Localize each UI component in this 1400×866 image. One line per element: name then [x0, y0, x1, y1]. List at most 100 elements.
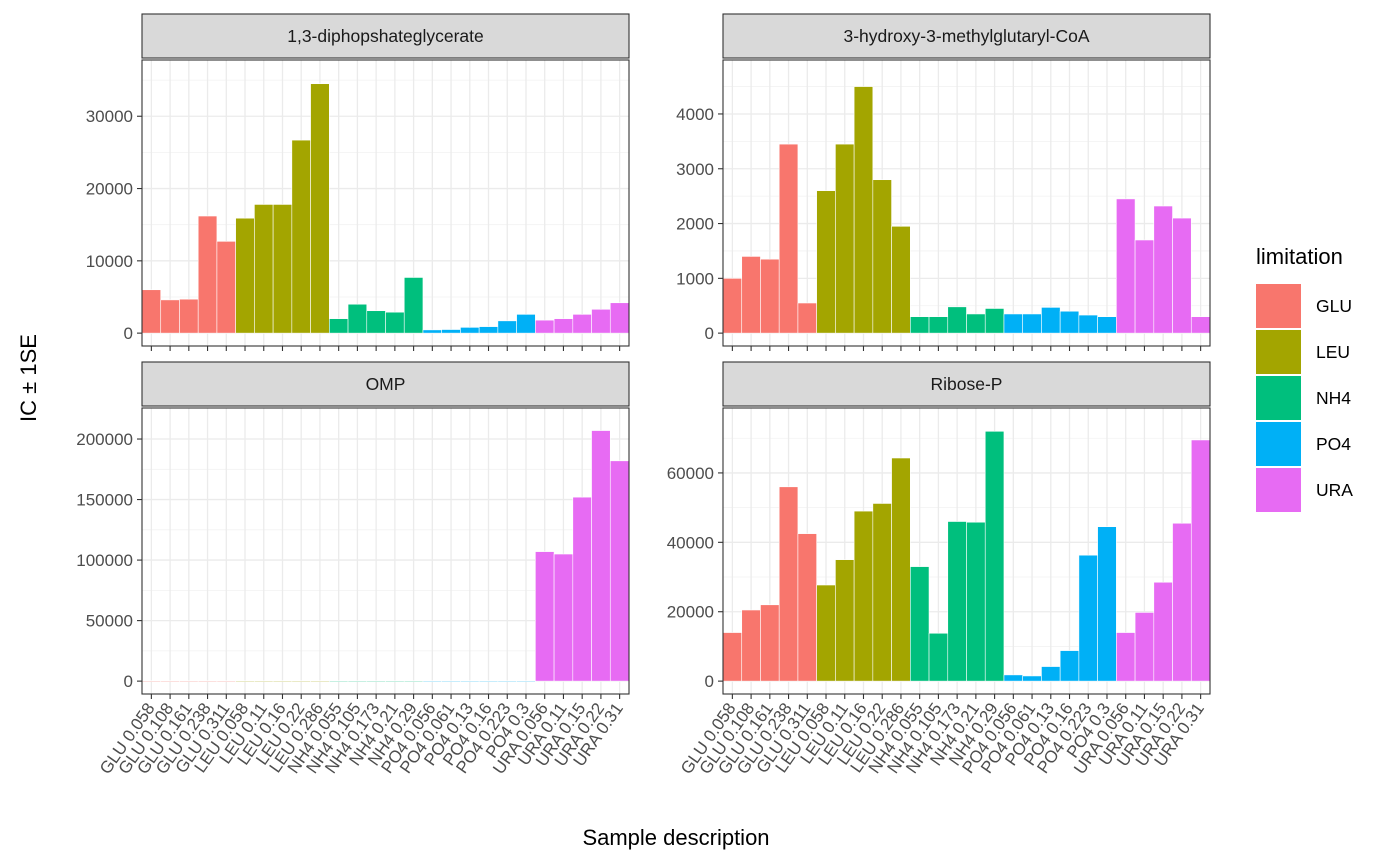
y-tick-label: 4000 [676, 105, 714, 124]
bar [497, 320, 517, 334]
bar [1059, 650, 1080, 682]
bar [1078, 314, 1098, 334]
y-tick-label: 150000 [76, 491, 133, 510]
bar [1116, 632, 1136, 682]
legend-label: PO4 [1316, 434, 1351, 454]
bar [254, 204, 274, 334]
bar [1003, 674, 1023, 682]
bar [497, 680, 517, 682]
bar [1134, 239, 1155, 334]
bar [310, 680, 330, 682]
bar [1116, 198, 1136, 334]
bar [516, 314, 536, 334]
bar [235, 680, 255, 682]
bar [891, 457, 911, 682]
y-tick-label: 0 [705, 672, 714, 691]
bar [179, 680, 199, 682]
bar [385, 311, 405, 334]
x-axis-title: Sample description [582, 825, 769, 850]
bar [872, 503, 892, 682]
bar [928, 632, 949, 682]
bar [872, 179, 892, 334]
panel-border [722, 407, 1211, 695]
bar [741, 609, 761, 682]
bar [441, 329, 461, 334]
bar [553, 553, 574, 682]
bar [816, 584, 836, 682]
bar [160, 299, 180, 334]
facet-strip [141, 13, 630, 59]
legend-key-glu [1256, 284, 1301, 328]
panel-border [141, 407, 630, 695]
facet-strip-title: Ribose-P [931, 374, 1003, 394]
legend-key-leu [1256, 330, 1301, 374]
bar [291, 139, 311, 334]
facet-strip-title: OMP [366, 374, 406, 394]
facet-strip-title: 1,3-diphopshateglycerate [287, 26, 484, 46]
y-tick-label: 0 [124, 324, 133, 343]
bar [966, 313, 986, 334]
facet-strip [722, 361, 1211, 407]
y-tick-label: 100000 [76, 551, 133, 570]
bar [910, 566, 930, 682]
y-tick-label: 10000 [86, 252, 133, 271]
y-tick-label: 50000 [86, 612, 133, 631]
bar [835, 143, 855, 334]
bar [535, 319, 555, 334]
bar [235, 217, 255, 334]
bar [329, 680, 349, 682]
bar [403, 680, 424, 682]
bar [441, 680, 461, 682]
bar [403, 277, 424, 334]
bar [891, 225, 911, 334]
bar [216, 680, 236, 682]
bar [1078, 554, 1098, 682]
y-tick-label: 0 [124, 672, 133, 691]
bar [928, 316, 949, 334]
legend: limitation GLU LEU NH4 PO4 URA [1256, 244, 1353, 512]
bar [835, 559, 855, 682]
facet-strip-title: 3-hydroxy-3-methylglutaryl-CoA [843, 26, 1089, 46]
bar [422, 329, 442, 334]
bar [516, 680, 536, 682]
bar [591, 308, 611, 334]
y-tick-label: 1000 [676, 269, 714, 288]
bar [797, 302, 817, 334]
bar [460, 327, 480, 334]
bar [385, 680, 405, 682]
bar [947, 306, 967, 334]
legend-label: GLU [1316, 296, 1352, 316]
legend-label: NH4 [1316, 388, 1351, 408]
bar [1041, 666, 1061, 682]
bar [591, 430, 611, 682]
y-tick-label: 3000 [676, 160, 714, 179]
panel-border [722, 59, 1211, 347]
bar [853, 86, 874, 334]
bar [1097, 526, 1117, 682]
bar [460, 680, 480, 682]
bar [1190, 316, 1211, 334]
y-tick-label: 200000 [76, 430, 133, 449]
facet-panel: 3-hydroxy-3-methylglutaryl-CoA 0 1000 2000 3… [676, 13, 1211, 351]
bar [609, 460, 630, 682]
bar [478, 680, 499, 682]
bar [966, 521, 986, 682]
bar [347, 680, 368, 682]
legend-key-ura [1256, 468, 1301, 512]
facet-strip [722, 13, 1211, 59]
bar [254, 680, 274, 682]
bar [1041, 307, 1061, 334]
bar [553, 318, 574, 334]
panel-border [141, 59, 630, 347]
bar [1003, 313, 1023, 334]
bar [347, 303, 368, 334]
bar [1153, 205, 1173, 334]
legend-key-nh4 [1256, 376, 1301, 420]
bar [722, 278, 743, 334]
bar [141, 289, 162, 334]
bar [329, 318, 349, 334]
bar [1022, 313, 1042, 334]
bar [1059, 310, 1080, 334]
